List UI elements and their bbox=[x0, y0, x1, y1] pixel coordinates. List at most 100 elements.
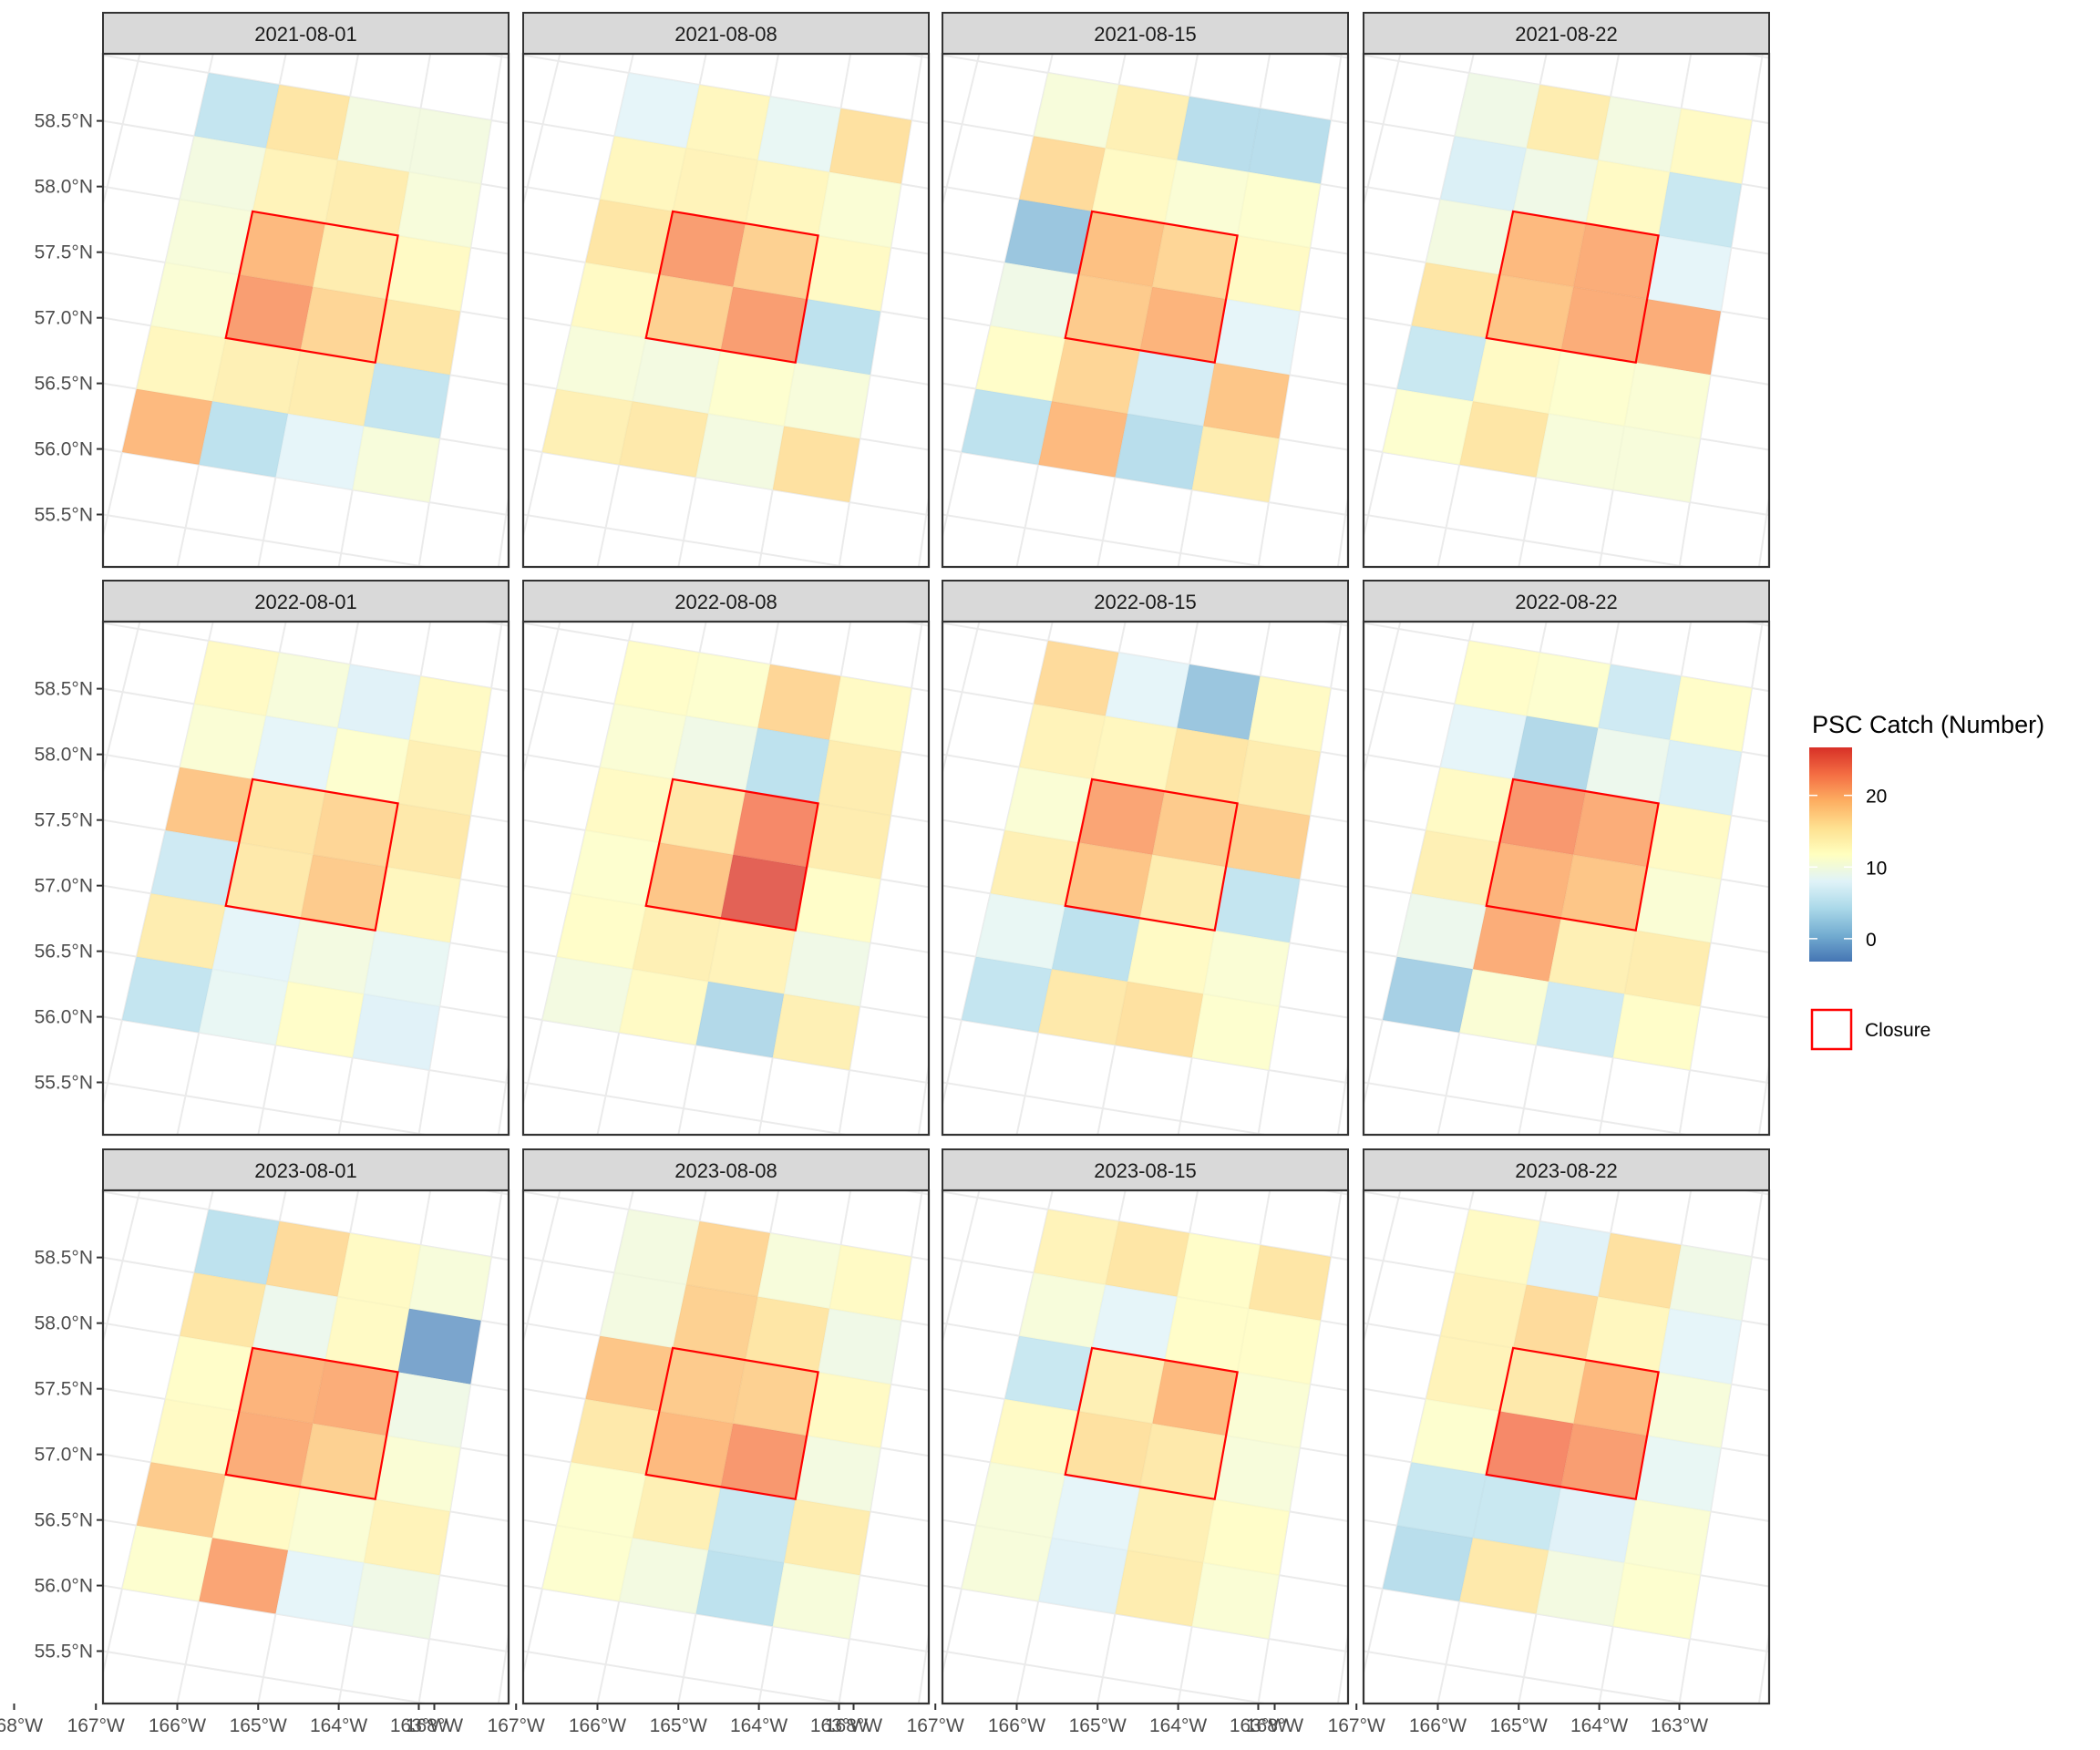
heatmap-cell bbox=[1598, 97, 1682, 172]
parallel-line bbox=[523, 513, 852, 567]
x-tick-label: 167°W bbox=[67, 1715, 125, 1736]
heatmap-cell bbox=[352, 1562, 440, 1639]
heatmap-cell bbox=[288, 350, 376, 427]
heatmap-cells bbox=[1383, 73, 1752, 502]
heatmap-cell bbox=[795, 1436, 880, 1512]
facet-strip-label: 2021-08-15 bbox=[1094, 23, 1197, 46]
heatmap-cell bbox=[1034, 641, 1119, 716]
heatmap-cell bbox=[165, 767, 253, 843]
facet-strip-label: 2023-08-15 bbox=[1094, 1159, 1197, 1182]
heatmap-cell bbox=[300, 854, 387, 931]
heatmap-cell bbox=[1177, 97, 1261, 172]
heatmap-cell bbox=[745, 1296, 829, 1373]
x-tick-label: 164°W bbox=[730, 1715, 788, 1736]
heatmap-cell bbox=[1573, 1360, 1659, 1436]
heatmap-cell bbox=[975, 325, 1065, 402]
heatmap-cell bbox=[708, 1487, 796, 1563]
facet-strip-label: 2023-08-08 bbox=[674, 1159, 777, 1182]
heatmap-cell bbox=[324, 727, 409, 804]
y-tick-label: 57.0°N bbox=[35, 876, 93, 897]
facet-strip bbox=[942, 580, 1349, 623]
heatmap-cell bbox=[1426, 199, 1514, 275]
facet-strip-label: 2022-08-08 bbox=[674, 591, 777, 613]
heatmap-cell bbox=[745, 160, 829, 236]
heatmap-cell bbox=[1526, 653, 1611, 728]
heatmap-cell bbox=[1065, 1411, 1153, 1488]
heatmap-cell bbox=[352, 426, 440, 502]
heatmap-cell bbox=[962, 388, 1052, 465]
heatmap-cell bbox=[1486, 274, 1574, 351]
heatmap-cell bbox=[1237, 171, 1321, 248]
y-tick-label: 56.5°N bbox=[35, 942, 93, 962]
closure-outline bbox=[1485, 1346, 1660, 1501]
heatmap-cell bbox=[1635, 299, 1721, 376]
heatmap-cell bbox=[1573, 223, 1659, 300]
heatmap-cell bbox=[1038, 401, 1128, 478]
x-tick-label: 167°W bbox=[907, 1715, 964, 1736]
heatmap-cell bbox=[614, 73, 700, 149]
heatmap-cell bbox=[1499, 1347, 1586, 1424]
heatmap-cell bbox=[386, 803, 471, 880]
heatmap-cell bbox=[1455, 73, 1540, 149]
heatmap-cell bbox=[252, 1284, 338, 1361]
heatmap-cell bbox=[1249, 676, 1331, 752]
heatmap-cell bbox=[1411, 262, 1500, 338]
heatmap-cell bbox=[1164, 1296, 1249, 1373]
heatmap-cell bbox=[1612, 993, 1701, 1070]
heatmap-cell bbox=[122, 1525, 212, 1601]
heatmap-cell bbox=[239, 211, 325, 287]
heatmap-cell bbox=[807, 235, 891, 312]
heatmap-cell bbox=[1473, 1474, 1561, 1550]
y-tick-label: 57.5°N bbox=[35, 242, 93, 263]
y-tick-label: 56.5°N bbox=[35, 374, 93, 395]
heatmap-cell bbox=[1383, 1525, 1473, 1601]
heatmap-cell bbox=[324, 160, 409, 236]
heatmap-cell bbox=[275, 413, 365, 490]
heatmap-cell bbox=[1004, 767, 1093, 843]
heatmap-cell bbox=[1164, 727, 1249, 804]
heatmap-cell bbox=[1164, 160, 1249, 236]
panel-border bbox=[941, 620, 1350, 1137]
heatmap-cell bbox=[1214, 299, 1300, 376]
facet-panel: 2022-08-08 bbox=[521, 580, 931, 1137]
heatmap-cell bbox=[600, 136, 686, 211]
meridian-line bbox=[0, 997, 117, 1750]
x-tick-label: 164°W bbox=[310, 1715, 367, 1736]
closure-outline bbox=[1485, 777, 1660, 932]
heatmap-cell bbox=[1658, 171, 1742, 248]
y-tick-label: 56.0°N bbox=[35, 1576, 93, 1597]
heatmap-cell bbox=[1455, 1210, 1540, 1285]
heatmap-cell bbox=[556, 325, 646, 402]
heatmap-cell bbox=[1004, 199, 1093, 275]
colorbar bbox=[1809, 747, 1852, 962]
heatmap-cell bbox=[962, 1525, 1052, 1601]
heatmap-cell bbox=[136, 893, 226, 970]
heatmap-cell bbox=[1127, 1487, 1215, 1563]
heatmap-cell bbox=[818, 1308, 901, 1385]
x-axis: 168°W 167°W 166°W 165°W 164°W 163°W bbox=[0, 1704, 448, 1736]
x-tick-label: 168°W bbox=[1246, 1715, 1303, 1736]
x-tick-label: 163°W bbox=[1651, 1715, 1708, 1736]
heatmap-cells bbox=[962, 641, 1331, 1070]
panel-border bbox=[521, 52, 931, 569]
x-axis: 168°W 167°W 166°W 165°W 164°W 163°W bbox=[825, 1704, 1287, 1736]
heatmap-cell bbox=[757, 1233, 841, 1309]
heatmap-cells bbox=[962, 1210, 1331, 1639]
colorbar-tick-label: 0 bbox=[1866, 930, 1877, 951]
heatmap-cell bbox=[1065, 274, 1153, 351]
heatmap-cell bbox=[212, 1474, 301, 1550]
heatmap-cell bbox=[685, 1221, 770, 1297]
heatmap-cell bbox=[818, 171, 901, 248]
heatmap-cell bbox=[818, 739, 901, 816]
heatmap-cell bbox=[1383, 956, 1473, 1033]
facet-strip bbox=[102, 12, 510, 55]
heatmap-cell bbox=[784, 930, 870, 1007]
heatmap-cell bbox=[1499, 211, 1586, 287]
panel-border bbox=[101, 52, 510, 569]
heatmap-cells bbox=[542, 1210, 911, 1639]
heatmap-cell bbox=[633, 1474, 721, 1550]
parallel-line bbox=[103, 1650, 432, 1704]
facet-panel: 2022-08-15 bbox=[941, 580, 1350, 1137]
heatmap-cell bbox=[136, 325, 226, 402]
heatmap-cell bbox=[1127, 350, 1215, 427]
